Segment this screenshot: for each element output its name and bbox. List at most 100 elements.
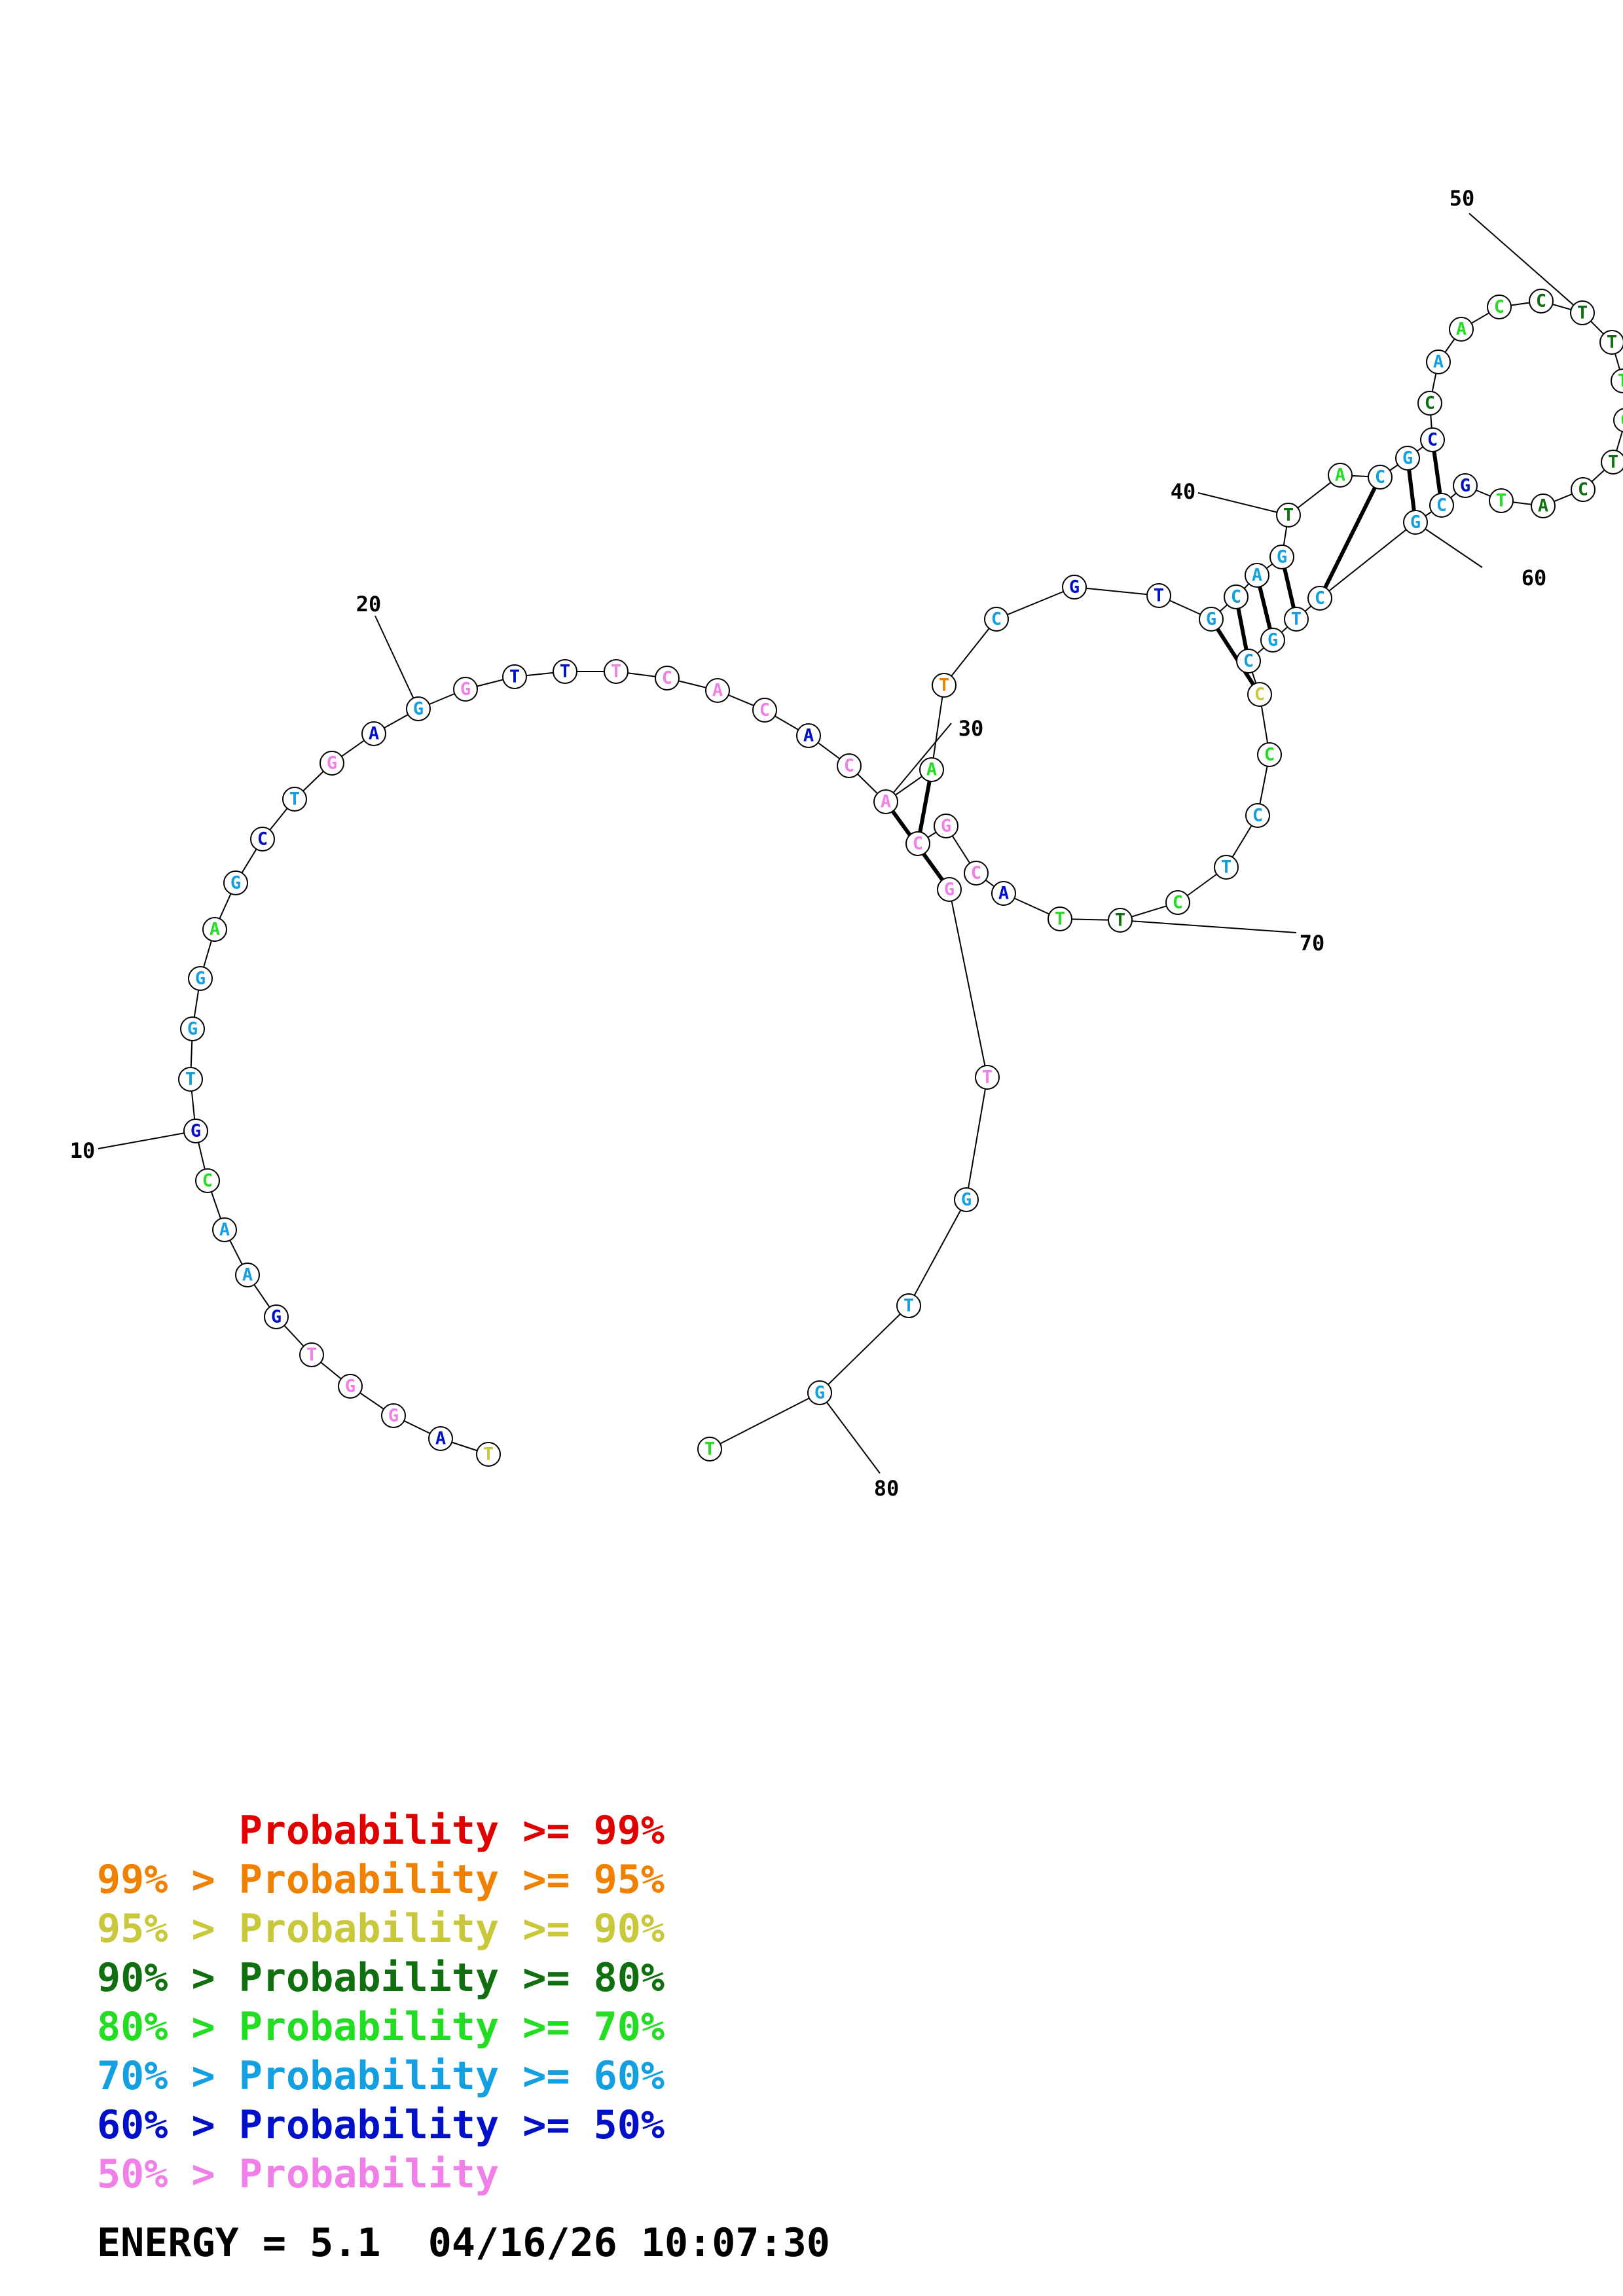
nucleotide-circle xyxy=(934,814,958,838)
nucleotide-letter: C xyxy=(1620,410,1623,431)
legend-row: 50% > Probability xyxy=(97,2150,665,2199)
nucleotide: G xyxy=(264,1304,289,1329)
nucleotide-letter: A xyxy=(1335,465,1345,486)
nucleotide-letter: C xyxy=(1315,588,1325,609)
nucleotide-letter: T xyxy=(982,1067,993,1088)
nucleotide: G xyxy=(954,1187,979,1212)
nucleotide: A xyxy=(705,678,730,703)
nucleotide-letter: C xyxy=(1375,467,1385,488)
nucleotide: C xyxy=(984,607,1009,632)
nucleotide-letter: G xyxy=(1206,609,1216,630)
index-label: 70 xyxy=(1300,931,1325,956)
nucleotide: G xyxy=(381,1403,406,1428)
index-label: 20 xyxy=(356,592,382,617)
backbone-segment xyxy=(709,1392,820,1450)
nucleotide-letter: T xyxy=(1618,371,1623,391)
nucleotide: G xyxy=(1199,607,1224,632)
nucleotide-circle xyxy=(752,698,777,723)
nucleotide-circle xyxy=(264,1304,289,1329)
nucleotide-letter: C xyxy=(1252,806,1263,826)
backbone-segment xyxy=(943,619,997,686)
nucleotide-letter: G xyxy=(191,1121,201,1141)
nucleotide: C xyxy=(1417,391,1442,416)
nucleotide: C xyxy=(1429,493,1454,518)
nucleotide-circle xyxy=(1531,493,1556,518)
index-labels: 10 20 30 40 50 60 70 80 xyxy=(70,186,1583,1501)
backbone-segment xyxy=(908,1199,967,1306)
nucleotide-circle xyxy=(837,753,862,778)
nucleotide: G xyxy=(1403,510,1428,535)
legend-row: 70% > Probability >= 60% xyxy=(97,2052,665,2101)
legend-text: Probability >= 70% xyxy=(238,2004,665,2050)
nucleotide: A xyxy=(428,1426,453,1451)
nucleotide-letter: A xyxy=(803,726,814,746)
nucleotide: G xyxy=(338,1374,363,1399)
nucleotide: G xyxy=(1062,575,1087,600)
nucleotide-circle xyxy=(807,1380,832,1405)
nucleotide-letter: C xyxy=(1427,430,1438,450)
legend-row: 60% > Probability >= 50% xyxy=(97,2101,665,2150)
nucleotide-letter: G xyxy=(1410,512,1421,533)
nucleotide: A xyxy=(212,1217,237,1242)
nucleotide: T xyxy=(1048,906,1072,931)
nucleotide-circle xyxy=(964,861,989,886)
nucleotide-circle xyxy=(1284,607,1309,632)
nucleotide-circle xyxy=(338,1374,363,1399)
nucleotide-circle xyxy=(1257,742,1282,767)
nucleotide-circle xyxy=(1146,583,1171,608)
legend-row: 95% > Probability >= 90% xyxy=(97,1905,665,1954)
nucleotide-letter: C xyxy=(1231,587,1241,607)
nucleotide-letter: A xyxy=(1252,565,1262,586)
nucleotide: C xyxy=(1245,803,1270,828)
nucleotide-letter: A xyxy=(219,1220,230,1240)
legend-prefix: 99% > xyxy=(97,1857,239,1903)
nucleotide-letter: C xyxy=(1173,893,1183,913)
nucleotide: A xyxy=(1531,493,1556,518)
nucleotide: T xyxy=(476,1442,501,1467)
nucleotide-letter: C xyxy=(1425,393,1435,414)
legend-row: 99% > Probability >= 95% xyxy=(97,1856,665,1905)
nucleotide: G xyxy=(188,966,213,991)
nucleotide-circle xyxy=(937,877,962,902)
nucleotide-letter: C xyxy=(759,700,770,721)
backbone-segment xyxy=(1319,522,1416,599)
nucleotide-circle xyxy=(796,723,821,748)
nucleotide-circle xyxy=(1368,465,1393,490)
nucleotide-circle xyxy=(1048,906,1072,931)
nucleotide-letter: T xyxy=(1055,909,1065,929)
nucleotide-letter: T xyxy=(1577,303,1588,323)
nucleotide-letter: A xyxy=(712,681,723,701)
nucleotide: T xyxy=(299,1342,324,1367)
index-tick xyxy=(1468,213,1583,314)
nucleotide: A xyxy=(1426,350,1451,374)
nucleotide: C xyxy=(964,861,989,886)
nucleotide: G xyxy=(453,677,478,702)
nucleotide-circle xyxy=(991,881,1016,906)
nucleotide: A xyxy=(796,723,821,748)
nucleotide-circle xyxy=(896,1293,921,1318)
nucleotide: C xyxy=(1236,649,1261,673)
nucleotide: T xyxy=(1284,607,1309,632)
nucleotide-circle xyxy=(361,721,386,746)
nucleotide-circle xyxy=(604,659,629,684)
nucleotide-circle xyxy=(1236,649,1261,673)
nucleotide-letter: A xyxy=(998,884,1009,904)
nucleotide-circle xyxy=(1245,563,1269,588)
nucleotide-letter: G xyxy=(961,1190,972,1210)
nucleotide: C xyxy=(250,827,275,852)
nucleotide: A xyxy=(991,881,1016,906)
nucleotide: C xyxy=(1571,477,1596,502)
nucleotide-letter: C xyxy=(257,829,268,850)
nucleotide-letter: A xyxy=(881,792,891,812)
nucleotide: T xyxy=(1214,855,1239,880)
nucleotide-circle xyxy=(553,659,577,684)
nucleotide-letter: C xyxy=(844,756,854,776)
legend-prefix: 50% > xyxy=(97,2151,239,2197)
nucleotide-circle xyxy=(180,1016,205,1041)
nucleotide-circle xyxy=(1489,488,1514,513)
nucleotide-circle xyxy=(223,870,248,895)
nucleotide: C xyxy=(1613,408,1623,433)
nucleotide-circle xyxy=(381,1403,406,1428)
nucleotide-circle xyxy=(1449,317,1474,342)
nucleotide-circle xyxy=(1453,473,1478,498)
